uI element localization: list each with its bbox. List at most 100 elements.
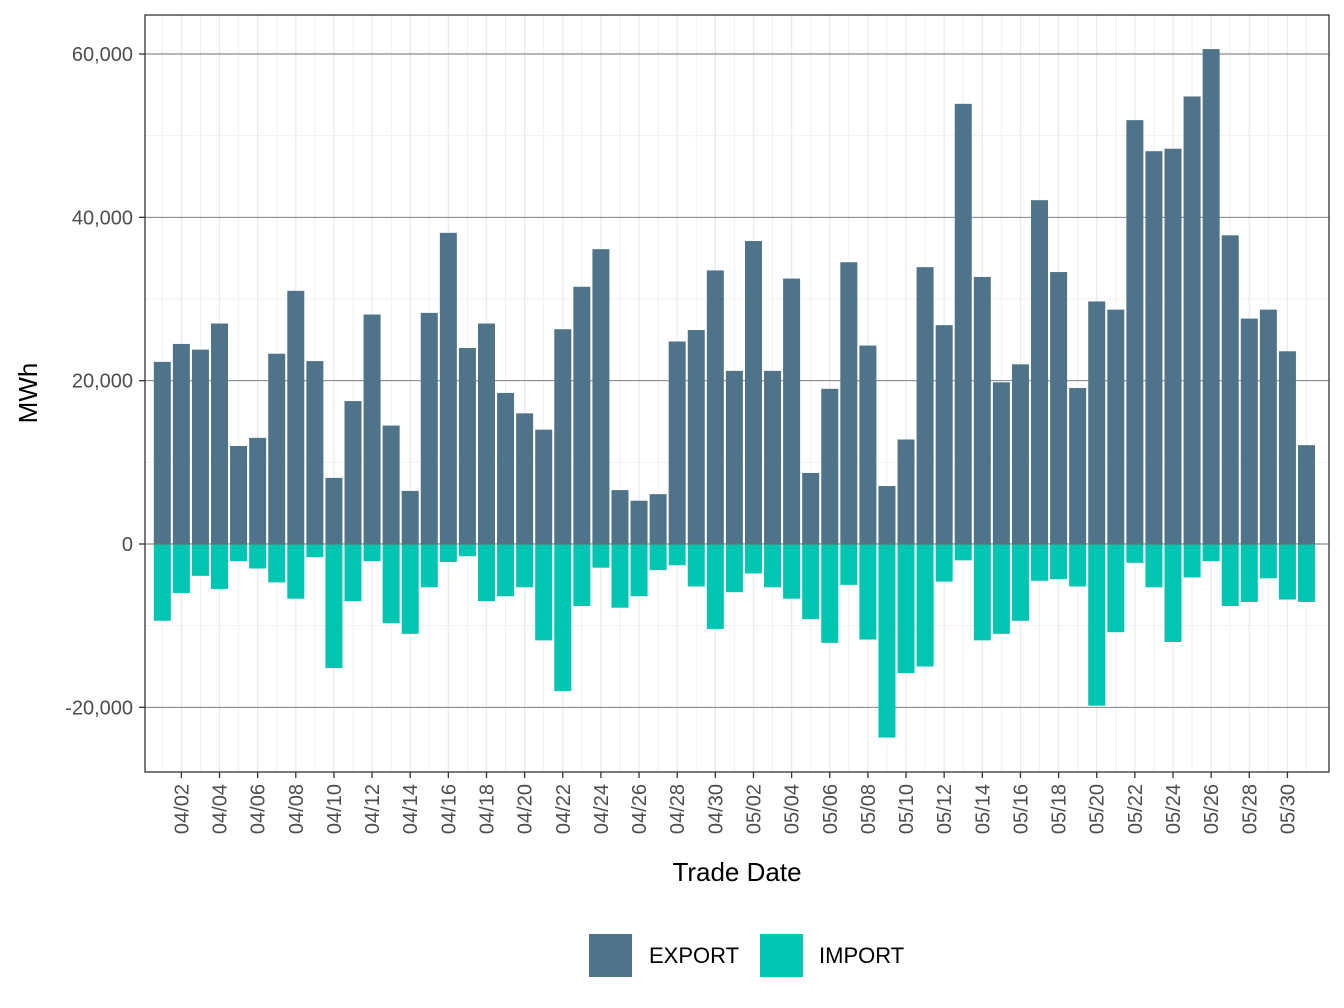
export-bar [611,490,629,544]
import-bar [287,544,305,599]
x-tick-label: 04/04 [210,784,232,834]
import-bar [325,544,343,669]
import-bar [859,544,877,640]
legend-swatch-export [589,934,632,977]
x-tick-label: 05/26 [1201,784,1223,834]
import-bar [992,544,1010,634]
export-bar [592,249,610,544]
y-axis-title: MWh [13,363,43,424]
import-bar [649,544,667,571]
export-bar [1069,388,1087,544]
export-bar [420,312,438,544]
export-bar [573,286,591,544]
y-tick-label: 60,000 [72,44,133,66]
y-tick-label: 0 [122,534,133,556]
x-tick-label: 04/06 [248,784,270,834]
import-bar [611,544,629,608]
export-bar [783,278,801,544]
import-bar [840,544,858,585]
import-bar [687,544,705,587]
export-bar [230,446,248,544]
export-bar [1259,309,1277,544]
x-tick-label: 05/20 [1087,784,1109,834]
import-bar [630,544,648,597]
import-bar [744,544,762,574]
import-bar [382,544,400,624]
import-bar [172,544,190,593]
x-tick-label: 04/24 [591,784,613,834]
import-bar [1126,544,1144,563]
export-bar [306,361,324,544]
import-bar [802,544,820,620]
import-bar [535,544,553,641]
legend: EXPORT IMPORT [589,934,904,977]
x-tick-label: 04/18 [476,784,498,834]
import-bar [821,544,839,643]
export-bar [363,314,381,544]
export-bar [1126,120,1144,545]
export-bar [287,290,305,544]
import-bar [1088,544,1106,706]
export-bar [1183,96,1201,544]
import-bar [1107,544,1125,633]
export-bar [1107,309,1125,544]
x-tick-label: 05/28 [1239,784,1261,834]
import-bar [764,544,782,588]
legend-label-import: IMPORT [819,943,904,968]
import-bar [954,544,972,561]
import-bar [1145,544,1163,588]
import-bar [1202,544,1220,562]
x-tick-label: 04/28 [667,784,689,834]
export-bar [249,437,267,544]
x-tick-label: 05/08 [858,784,880,834]
import-bar [497,544,515,597]
export-bar [859,345,877,544]
export-bar [1298,445,1315,544]
y-tick-label: 20,000 [72,371,133,393]
export-bar [535,429,553,544]
export-bar [725,370,743,544]
x-tick-label: 05/30 [1277,784,1299,834]
x-tick-label: 05/18 [1049,784,1071,834]
import-bar [1278,544,1296,600]
export-bar [630,500,648,544]
x-tick-label: 04/20 [515,784,537,834]
export-bar [973,276,991,544]
import-bar [516,544,534,588]
import-bar [897,544,915,674]
export-bar [191,349,209,544]
export-bar [1031,200,1049,544]
x-tick-label: 05/24 [1163,784,1185,834]
plot-border [144,14,1330,773]
export-bar [840,262,858,544]
import-bar [1240,544,1258,602]
export-bar [1011,364,1029,544]
import-bar [1164,544,1182,642]
x-tick-label: 05/14 [972,784,994,834]
x-axis-title: Trade Date [672,857,801,887]
x-tick-label: 04/08 [286,784,308,834]
legend-label-export: EXPORT [649,943,739,968]
export-bar [344,401,362,544]
import-bar [153,544,171,621]
import-bar [249,544,267,569]
import-bar [783,544,801,599]
x-tick-label: 04/02 [171,784,193,834]
export-bar [1145,151,1163,544]
x-tick-label: 05/10 [896,784,918,834]
export-bar [687,330,705,544]
export-bar [401,490,419,544]
import-bar [1011,544,1029,621]
import-bar [554,544,572,691]
import-bar [1050,544,1068,580]
import-bar [592,544,610,568]
import-bar [477,544,495,602]
import-bar [878,544,896,738]
export-bar [802,472,820,544]
import-bar [1259,544,1277,579]
import-bar [363,544,381,562]
import-bar [916,544,934,667]
export-bar [325,477,343,544]
x-tick-label: 05/04 [782,784,804,834]
